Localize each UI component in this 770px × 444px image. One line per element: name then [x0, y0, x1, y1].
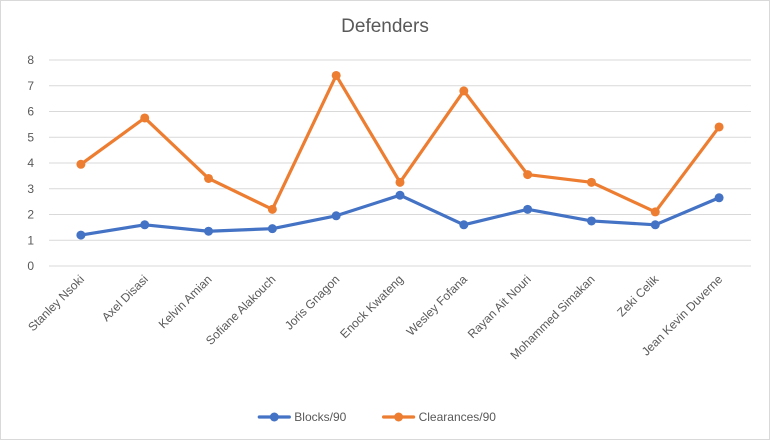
data-point [140, 220, 150, 230]
x-tick-label: Rayan Ait Nouri [465, 272, 534, 341]
x-tick-label: Enock Kwateng [337, 272, 406, 341]
data-point [714, 122, 724, 132]
data-point [586, 216, 596, 226]
legend-label: Blocks/90 [294, 410, 346, 424]
data-point [331, 211, 341, 221]
series-group [76, 70, 724, 240]
y-tick-label: 7 [27, 79, 34, 93]
x-tick-label: Wesley Fofana [404, 272, 471, 339]
data-point [204, 226, 214, 236]
data-point [140, 113, 150, 123]
y-tick-label: 3 [27, 182, 34, 196]
legend-marker-icon [394, 412, 404, 422]
data-point [650, 207, 660, 217]
legend-label: Clearances/90 [419, 410, 497, 424]
x-tick-label: Joris Gnagon [282, 272, 342, 332]
data-point [331, 70, 341, 80]
legend-entry: Clearances/90 [382, 410, 497, 424]
legend-entry: Blocks/90 [257, 410, 347, 424]
data-point [523, 170, 533, 180]
data-point [459, 86, 469, 96]
data-point [395, 177, 405, 187]
x-tick-label: Zeki Celik [614, 272, 662, 320]
x-tick-label: Sofiane Alakouch [203, 272, 278, 347]
y-tick-label: 4 [27, 156, 34, 170]
data-point [76, 159, 86, 169]
y-tick-label: 1 [27, 233, 34, 247]
series-clearances-90 [76, 70, 724, 217]
y-axis-ticks: 0 1 2 3 4 5 6 7 8 [27, 53, 34, 273]
x-tick-label: Kelvin Amian [156, 272, 215, 331]
data-point [267, 224, 277, 234]
y-tick-label: 2 [27, 208, 34, 222]
data-point [523, 204, 533, 214]
y-tick-label: 5 [27, 130, 34, 144]
data-point [395, 190, 405, 200]
y-tick-label: 8 [27, 53, 34, 67]
y-tick-label: 6 [27, 105, 34, 119]
data-point [714, 193, 724, 203]
x-tick-label: Axel Disasi [99, 272, 151, 324]
legend-marker-icon [269, 412, 279, 422]
series-blocks-90 [76, 190, 724, 240]
legend: Blocks/90 Clearances/90 [257, 410, 497, 424]
x-axis-ticks: Stanley Nsoki Axel Disasi Kelvin AmianSofi… [25, 272, 725, 363]
data-point [204, 173, 214, 183]
gridlines [49, 59, 751, 267]
data-point [586, 177, 596, 187]
data-point [650, 220, 660, 230]
series-line [79, 193, 721, 237]
data-point [76, 230, 86, 240]
data-point [459, 220, 469, 230]
chart-title: Defenders [341, 16, 429, 37]
data-point [267, 204, 277, 214]
x-tick-label: Stanley Nsoki [25, 272, 87, 334]
y-tick-label: 0 [27, 259, 34, 273]
